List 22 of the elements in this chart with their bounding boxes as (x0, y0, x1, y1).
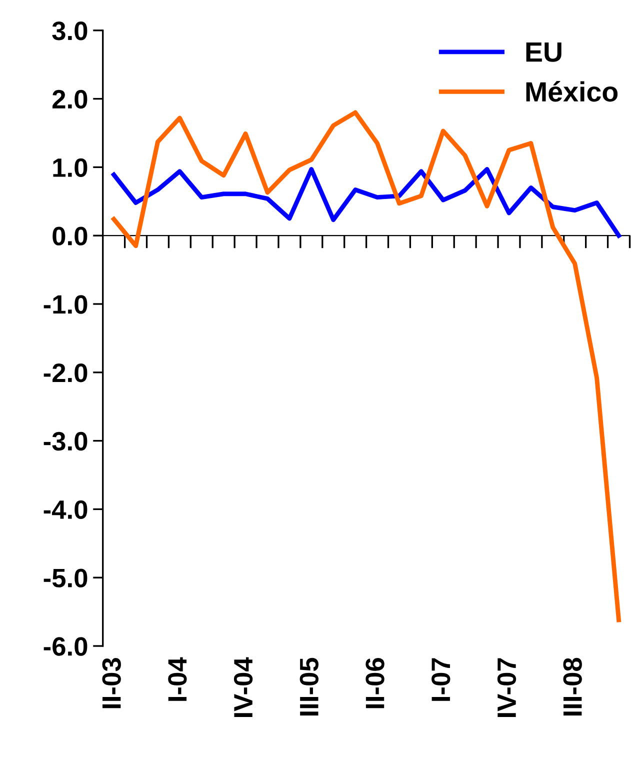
y-tick-label: 1.0 (53, 158, 88, 178)
x-tick-label: I-04 (168, 657, 187, 701)
y-tick-label: 3.0 (52, 22, 88, 40)
x-tick-label: IV-04 (234, 657, 253, 717)
y-tick-label: -1.0 (44, 295, 88, 314)
x-tick-label: III-08 (563, 658, 582, 716)
line-series (112, 167, 621, 238)
x-tick-label: II-06 (366, 658, 384, 708)
x-tick-label: IV-07 (497, 658, 516, 717)
line-series (112, 110, 621, 622)
x-tick-label: I-07 (432, 658, 450, 701)
x-tick-label: III-05 (300, 658, 318, 716)
y-tick-label: -6.0 (44, 637, 88, 656)
x-tick-label: II-03 (102, 658, 121, 708)
legend-label: México (526, 81, 618, 102)
y-tick-label: 0.0 (52, 226, 88, 246)
y-tick-label: -3.0 (44, 432, 88, 451)
y-tick-label: -4.0 (44, 500, 88, 520)
y-tick-label: -2.0 (44, 364, 88, 382)
y-tick-label: -5.0 (44, 568, 88, 588)
y-tick-label: 2.0 (52, 90, 88, 109)
legend-label: EU (526, 42, 562, 62)
